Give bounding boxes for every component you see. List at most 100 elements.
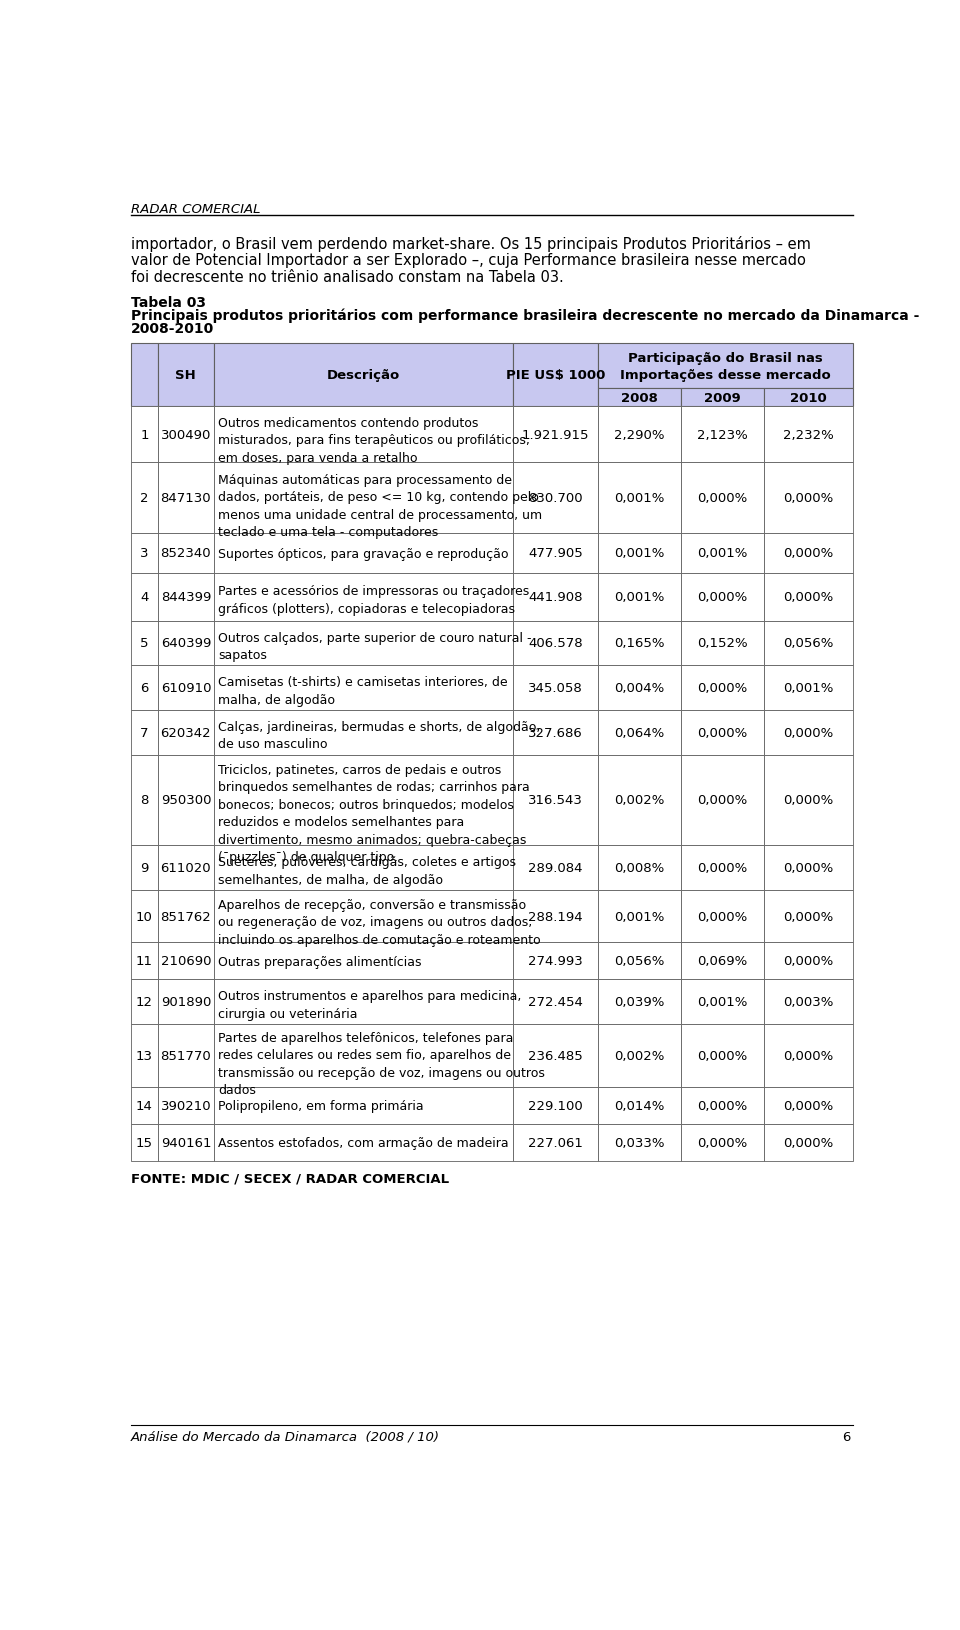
Bar bbox=[598, 574, 681, 621]
Bar bbox=[158, 1125, 214, 1161]
Bar bbox=[214, 1024, 513, 1087]
Bar bbox=[598, 1024, 681, 1087]
Text: 9: 9 bbox=[140, 862, 149, 875]
Text: 0,001%: 0,001% bbox=[783, 681, 834, 694]
Text: Camisetas (t-shirts) e camisetas interiores, de
malha, de algodão: Camisetas (t-shirts) e camisetas interio… bbox=[219, 676, 508, 706]
Bar bbox=[131, 755, 158, 846]
Bar bbox=[131, 1024, 158, 1087]
Bar bbox=[681, 980, 764, 1024]
Text: Descrição: Descrição bbox=[326, 368, 400, 381]
Text: 14: 14 bbox=[136, 1100, 153, 1112]
Text: Aparelhos de recepção, conversão e transmissão
ou regeneração de voz, imagens ou: Aparelhos de recepção, conversão e trans… bbox=[219, 898, 541, 945]
Text: 0,000%: 0,000% bbox=[783, 727, 833, 740]
Bar bbox=[598, 665, 681, 711]
Text: Outros medicamentos contendo produtos
misturados, para fins terapêuticos ou prof: Outros medicamentos contendo produtos mi… bbox=[219, 416, 530, 465]
Text: 0,000%: 0,000% bbox=[783, 1100, 833, 1112]
Text: 236.485: 236.485 bbox=[528, 1050, 583, 1063]
Text: 390210: 390210 bbox=[160, 1100, 211, 1112]
Bar bbox=[764, 1087, 853, 1125]
Bar bbox=[681, 1024, 764, 1087]
Text: 229.100: 229.100 bbox=[528, 1100, 583, 1112]
Text: 0,039%: 0,039% bbox=[614, 996, 665, 1009]
Text: Assentos estofados, com armação de madeira: Assentos estofados, com armação de madei… bbox=[219, 1136, 509, 1149]
Bar bbox=[158, 980, 214, 1024]
Bar bbox=[681, 665, 764, 711]
Text: 0,001%: 0,001% bbox=[614, 492, 665, 505]
Text: 0,001%: 0,001% bbox=[614, 910, 665, 923]
Bar bbox=[131, 1125, 158, 1161]
Text: 0,002%: 0,002% bbox=[614, 1050, 665, 1063]
Text: Triciclos, patinetes, carros de pedais e outros
brinquedos semelhantes de rodas;: Triciclos, patinetes, carros de pedais e… bbox=[219, 763, 530, 864]
Bar bbox=[513, 1087, 598, 1125]
Text: 0,000%: 0,000% bbox=[783, 862, 833, 875]
Text: 844399: 844399 bbox=[160, 590, 211, 603]
Bar bbox=[513, 711, 598, 755]
Bar bbox=[214, 665, 513, 711]
Text: 0,000%: 0,000% bbox=[697, 794, 748, 807]
Bar bbox=[764, 1024, 853, 1087]
Bar bbox=[764, 574, 853, 621]
Bar bbox=[598, 533, 681, 574]
Bar bbox=[681, 755, 764, 846]
Text: 345.058: 345.058 bbox=[528, 681, 583, 694]
Text: 0,000%: 0,000% bbox=[697, 590, 748, 603]
Bar bbox=[598, 463, 681, 533]
Bar bbox=[214, 1087, 513, 1125]
Text: 2: 2 bbox=[140, 492, 149, 505]
Text: 0,000%: 0,000% bbox=[697, 681, 748, 694]
Text: 0,064%: 0,064% bbox=[614, 727, 664, 740]
Bar bbox=[513, 755, 598, 846]
Text: 0,001%: 0,001% bbox=[614, 548, 665, 561]
Text: 0,000%: 0,000% bbox=[783, 910, 833, 923]
Bar bbox=[681, 1125, 764, 1161]
Bar bbox=[598, 942, 681, 980]
Text: 2,123%: 2,123% bbox=[697, 429, 748, 442]
Bar bbox=[131, 890, 158, 942]
Text: Partes e acessórios de impressoras ou traçadores
gráficos (plotters), copiadoras: Partes e acessórios de impressoras ou tr… bbox=[219, 585, 530, 616]
Bar bbox=[513, 574, 598, 621]
Bar bbox=[214, 755, 513, 846]
Text: 2009: 2009 bbox=[705, 391, 741, 404]
Bar bbox=[158, 755, 214, 846]
Text: 950300: 950300 bbox=[160, 794, 211, 807]
Bar bbox=[513, 890, 598, 942]
Text: 610910: 610910 bbox=[160, 681, 211, 694]
Text: 0,000%: 0,000% bbox=[783, 492, 833, 505]
Bar bbox=[131, 344, 158, 408]
Text: 0,000%: 0,000% bbox=[783, 548, 833, 561]
Bar bbox=[681, 463, 764, 533]
Bar bbox=[214, 344, 513, 408]
Text: 851770: 851770 bbox=[160, 1050, 211, 1063]
Bar bbox=[214, 463, 513, 533]
Bar bbox=[131, 621, 158, 665]
Bar bbox=[681, 942, 764, 980]
Bar bbox=[214, 980, 513, 1024]
Bar bbox=[598, 344, 853, 388]
Text: 406.578: 406.578 bbox=[528, 637, 583, 650]
Bar bbox=[598, 621, 681, 665]
Text: 901890: 901890 bbox=[160, 996, 211, 1009]
Text: 274.993: 274.993 bbox=[528, 955, 583, 968]
Bar bbox=[681, 533, 764, 574]
Bar bbox=[214, 621, 513, 665]
Bar bbox=[158, 846, 214, 890]
Text: 2008-2010: 2008-2010 bbox=[131, 321, 214, 336]
Bar bbox=[158, 574, 214, 621]
Bar bbox=[764, 463, 853, 533]
Bar bbox=[513, 942, 598, 980]
Bar bbox=[764, 1125, 853, 1161]
Bar bbox=[214, 408, 513, 463]
Bar bbox=[764, 846, 853, 890]
Text: 620342: 620342 bbox=[160, 727, 211, 740]
Bar bbox=[513, 621, 598, 665]
Bar bbox=[513, 665, 598, 711]
Bar bbox=[598, 408, 681, 463]
Bar bbox=[158, 408, 214, 463]
Text: 0,000%: 0,000% bbox=[783, 955, 833, 968]
Bar bbox=[513, 408, 598, 463]
Bar bbox=[131, 980, 158, 1024]
Bar bbox=[131, 711, 158, 755]
Text: 0,003%: 0,003% bbox=[783, 996, 834, 1009]
Text: 0,014%: 0,014% bbox=[614, 1100, 665, 1112]
Text: 210690: 210690 bbox=[160, 955, 211, 968]
